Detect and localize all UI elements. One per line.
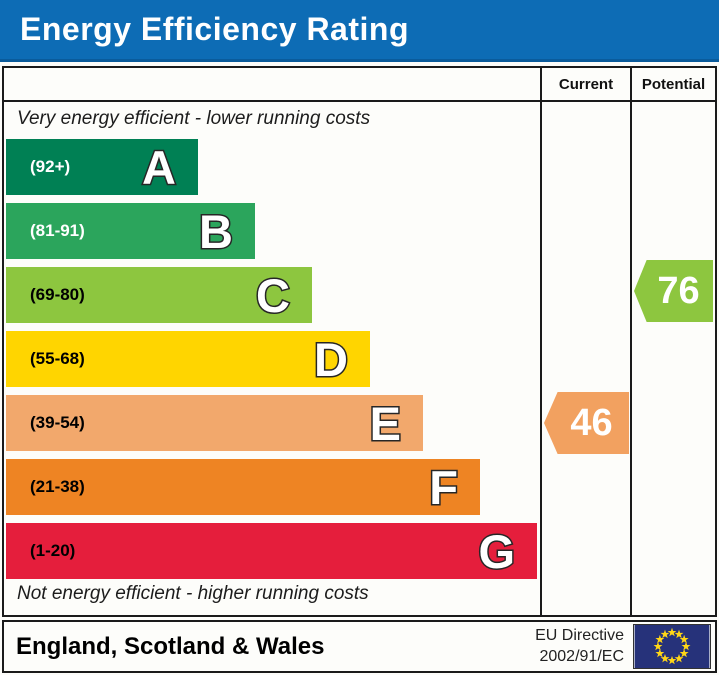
band-range-label: (39-54) bbox=[30, 413, 85, 432]
band-letter: F bbox=[428, 460, 460, 514]
band-bar-a: (92+) A bbox=[6, 139, 198, 195]
potential-rating-arrow: 76 bbox=[634, 260, 713, 322]
caption-top: Very energy efficient - lower running co… bbox=[17, 108, 371, 129]
eu-directive-line2: 2002/91/EC bbox=[539, 647, 624, 665]
header-divider bbox=[4, 100, 715, 102]
band-bar-e: (39-54) E bbox=[6, 395, 423, 451]
band-bar-f: (21-38) F bbox=[6, 459, 480, 515]
band-range-label: (69-80) bbox=[30, 285, 85, 304]
title-bar: Energy Efficiency Rating bbox=[0, 0, 719, 62]
band-letter: E bbox=[368, 396, 402, 450]
band-range-label: (92+) bbox=[30, 157, 71, 176]
rating-table: Current Potential Very energy efficient … bbox=[2, 66, 717, 617]
band-letter: G bbox=[477, 524, 517, 578]
band-range-label: (55-68) bbox=[30, 349, 85, 368]
band-bar-d: (55-68) D bbox=[6, 331, 370, 387]
eu-directive-line1: EU Directive bbox=[535, 626, 624, 644]
band-range-label: (81-91) bbox=[30, 221, 85, 240]
current-rating-arrow: 46 bbox=[544, 392, 629, 454]
column-divider-potential bbox=[630, 68, 632, 615]
band-bar-b: (81-91) B bbox=[6, 203, 255, 259]
column-divider-current bbox=[540, 68, 542, 615]
band-bar-g: (1-20) G bbox=[6, 523, 537, 579]
eu-flag-icon bbox=[633, 624, 711, 669]
eu-directive-label: EU Directive 2002/91/EC bbox=[535, 626, 624, 668]
band-range-label: (1-20) bbox=[30, 541, 76, 560]
band-letter: D bbox=[313, 332, 350, 386]
band-letter: B bbox=[198, 204, 235, 258]
header-current: Current bbox=[558, 75, 614, 93]
header-potential: Potential bbox=[641, 75, 706, 93]
potential-rating-value: 76 bbox=[657, 269, 700, 312]
footer-region-label: England, Scotland & Wales bbox=[16, 632, 325, 660]
band-range-label: (21-38) bbox=[30, 477, 85, 496]
band-bar-c: (69-80) C bbox=[6, 267, 312, 323]
caption-bottom: Not energy efficient - higher running co… bbox=[17, 583, 369, 604]
band-letter: C bbox=[255, 268, 292, 322]
page-title: Energy Efficiency Rating bbox=[20, 11, 409, 47]
footer-bar: England, Scotland & Wales EU Directive 2… bbox=[2, 620, 717, 673]
current-rating-value: 46 bbox=[570, 401, 613, 444]
band-letter: A bbox=[141, 140, 178, 194]
